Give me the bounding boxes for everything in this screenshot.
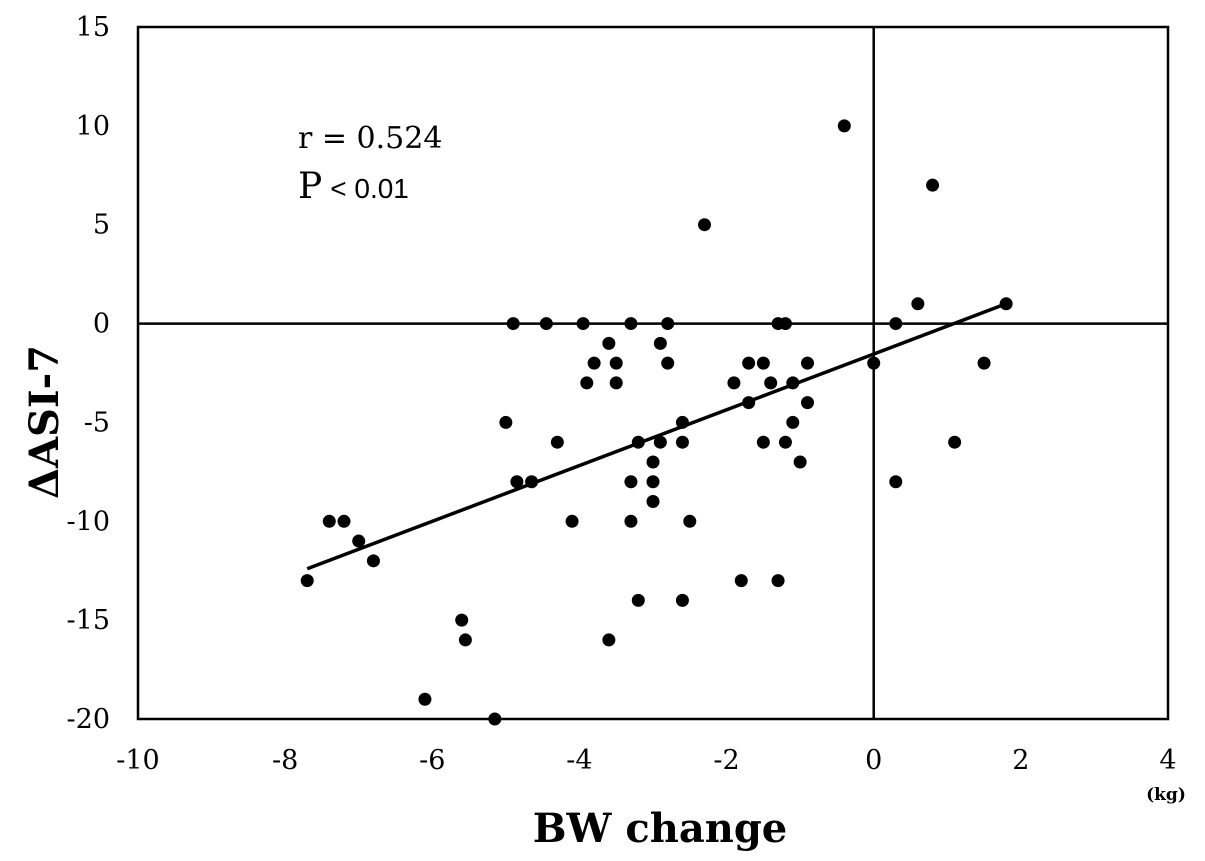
data-point bbox=[801, 356, 814, 370]
data-point bbox=[778, 435, 792, 449]
data-point bbox=[337, 514, 351, 528]
plot-frame bbox=[136, 25, 1170, 721]
x-tick-label: -10 bbox=[116, 745, 159, 776]
data-point bbox=[801, 396, 814, 410]
data-point bbox=[756, 356, 770, 370]
data-point bbox=[653, 435, 667, 449]
x-axis-label: BW change bbox=[533, 805, 788, 852]
data-point bbox=[675, 593, 689, 607]
data-point bbox=[646, 475, 660, 489]
data-point bbox=[727, 376, 741, 390]
p-value-label: P < 0.01 bbox=[298, 166, 409, 207]
data-point bbox=[734, 574, 748, 588]
data-point bbox=[631, 593, 645, 607]
data-point bbox=[786, 376, 800, 390]
data-point bbox=[631, 435, 645, 449]
data-point bbox=[999, 297, 1013, 311]
data-point bbox=[926, 178, 940, 192]
data-point bbox=[742, 356, 756, 370]
data-point bbox=[786, 415, 800, 429]
y-tick-label: -10 bbox=[67, 506, 110, 537]
x-tick-label: 4 bbox=[1159, 745, 1176, 776]
data-point bbox=[742, 396, 756, 410]
data-point bbox=[587, 356, 601, 370]
data-point bbox=[977, 356, 991, 370]
data-point bbox=[550, 435, 564, 449]
x-tick-label: -2 bbox=[713, 745, 739, 776]
data-point bbox=[764, 376, 778, 390]
data-point bbox=[793, 455, 807, 469]
data-point bbox=[771, 574, 785, 588]
data-point bbox=[322, 514, 336, 528]
data-point bbox=[675, 435, 689, 449]
data-point bbox=[565, 514, 579, 528]
data-point bbox=[580, 376, 594, 390]
data-point bbox=[510, 475, 524, 489]
data-point bbox=[602, 336, 616, 350]
data-point bbox=[889, 475, 903, 489]
data-point bbox=[609, 376, 623, 390]
data-point bbox=[675, 415, 689, 429]
data-point bbox=[418, 692, 432, 706]
p-value-rest: < 0.01 bbox=[330, 173, 409, 204]
data-point bbox=[683, 514, 697, 528]
data-point bbox=[698, 218, 711, 232]
x-tick-label: 2 bbox=[1012, 745, 1029, 776]
data-point bbox=[837, 119, 851, 133]
data-point bbox=[646, 495, 660, 509]
y-tick-label: 5 bbox=[93, 210, 110, 241]
data-point bbox=[499, 415, 513, 429]
data-point bbox=[948, 435, 962, 449]
data-point bbox=[624, 475, 638, 489]
y-axis-label: ΔASI-7 bbox=[21, 345, 68, 499]
y-tick-label: 10 bbox=[76, 111, 110, 142]
data-point bbox=[653, 336, 667, 350]
x-tick-label: -8 bbox=[272, 745, 298, 776]
data-point bbox=[911, 297, 925, 311]
data-point bbox=[366, 554, 380, 568]
data-point bbox=[300, 574, 314, 588]
y-tick-label: -20 bbox=[67, 704, 110, 735]
data-point bbox=[646, 455, 660, 469]
data-point bbox=[455, 613, 469, 627]
x-tick-label: -6 bbox=[419, 745, 445, 776]
plot-layer bbox=[300, 119, 1013, 726]
data-point bbox=[624, 514, 638, 528]
p-value-letter: P bbox=[298, 166, 322, 207]
y-tick-label: -15 bbox=[67, 605, 110, 636]
data-point bbox=[525, 475, 539, 489]
y-tick-label: 15 bbox=[76, 12, 110, 43]
data-point bbox=[661, 356, 675, 370]
data-point bbox=[458, 633, 472, 647]
data-point bbox=[609, 356, 623, 370]
x-axis-unit: (kg) bbox=[1146, 785, 1186, 805]
y-tick-label: 0 bbox=[93, 309, 110, 340]
regression-line bbox=[306, 302, 1007, 571]
data-point bbox=[602, 633, 616, 647]
data-point bbox=[352, 534, 366, 548]
y-tick-label: -5 bbox=[84, 407, 110, 438]
x-tick-label: 0 bbox=[865, 745, 882, 776]
x-tick-label: -4 bbox=[566, 745, 592, 776]
data-point bbox=[756, 435, 770, 449]
correlation-coefficient-label: r = 0.524 bbox=[298, 121, 442, 156]
